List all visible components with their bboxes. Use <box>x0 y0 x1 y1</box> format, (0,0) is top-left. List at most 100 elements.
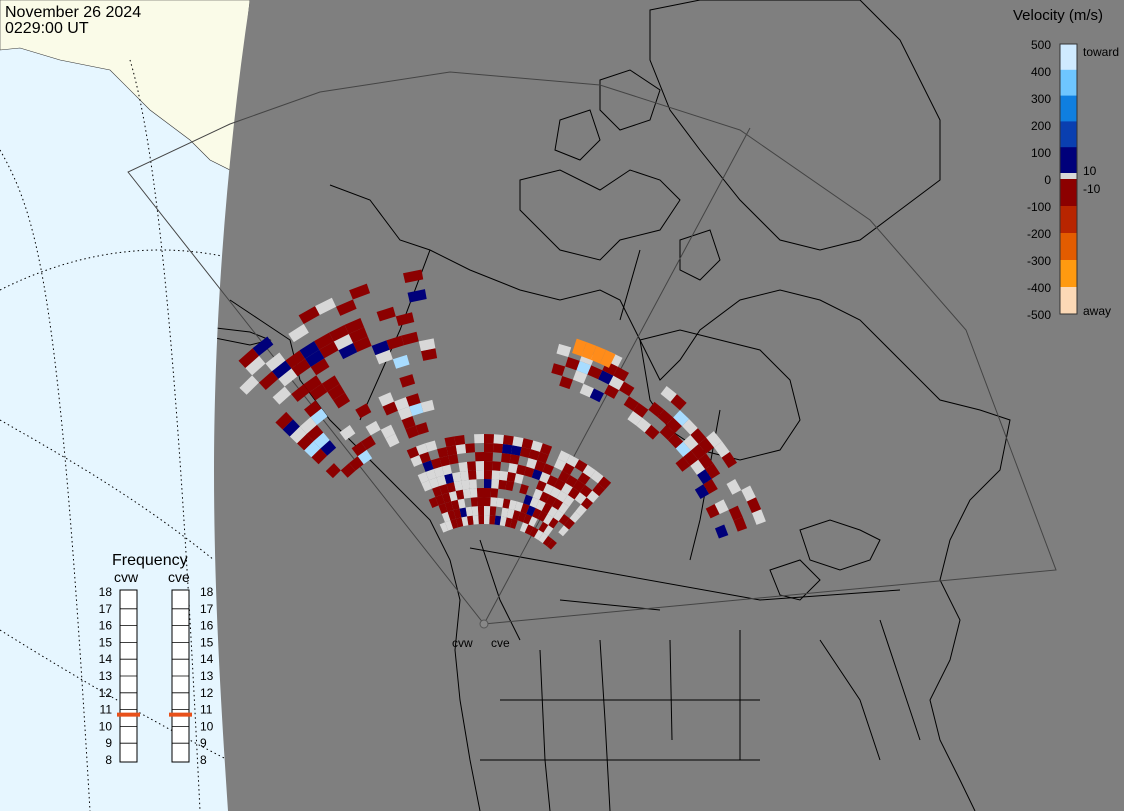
scatter-cell <box>563 518 576 530</box>
scatter-cell <box>546 539 557 550</box>
scatter-cell <box>657 409 674 425</box>
scatter-cell <box>590 470 604 484</box>
scatter-cell <box>313 432 330 449</box>
scatter-cell <box>339 425 356 441</box>
scatter-cell <box>587 365 603 380</box>
frequency-scale-label-left: 16 <box>99 619 113 633</box>
scatter-cell <box>365 420 381 436</box>
scatter-cell <box>258 371 279 390</box>
scatter-cell <box>534 460 546 472</box>
scatter-cell <box>348 327 368 344</box>
scatter-cell <box>543 525 554 536</box>
scatter-cell <box>484 461 493 471</box>
frequency-scale-label-left: 14 <box>99 652 113 666</box>
scatter-cell <box>475 461 484 471</box>
scatter-cell <box>491 479 500 489</box>
scatter-cell <box>516 464 527 476</box>
scatter-cell <box>530 440 543 452</box>
scatter-cell <box>579 383 594 398</box>
colorbar-swatch <box>1060 173 1077 179</box>
scatter-cell <box>721 451 738 469</box>
scatter-cell <box>451 499 460 511</box>
scatter-cell <box>304 400 322 418</box>
scatter-cell <box>275 411 294 430</box>
scatter-cell <box>466 461 476 471</box>
scatter-cell <box>590 345 607 364</box>
frequency-scale-label-right: 11 <box>200 703 213 717</box>
scatter-cell <box>565 356 580 371</box>
scatter-cell <box>375 349 393 365</box>
colorbar-swatch <box>1060 121 1077 148</box>
scatter-cell <box>450 518 459 529</box>
scatter-cell <box>694 484 710 499</box>
scatter-cell <box>425 468 437 481</box>
scatter-cell <box>484 434 494 444</box>
frequency-radar-cve: cve <box>168 569 190 585</box>
scatter-cell <box>399 374 416 388</box>
scatter-cell <box>714 441 730 458</box>
scatter-cell <box>537 451 549 464</box>
frequency-scale-label-left: 15 <box>99 635 113 649</box>
scatter-cell <box>310 408 328 425</box>
scatter-cell <box>403 269 424 283</box>
scatter-cell <box>484 443 494 453</box>
velocity-colorbar: Velocity (m/s) 500 400 300 200 100 0 -100 -200 -… <box>1013 7 1119 322</box>
scatter-cell <box>462 488 471 499</box>
scatter-cell <box>303 375 322 393</box>
scatter-cell <box>289 426 307 444</box>
scatter-cell <box>526 505 536 517</box>
scatter-cell <box>428 497 439 508</box>
scatter-cell <box>728 505 743 521</box>
scatter-cell <box>559 376 573 390</box>
scatter-cell <box>304 441 321 458</box>
scatter-cell <box>520 503 530 514</box>
scatter-cell <box>505 480 515 491</box>
scatter-cell <box>542 483 554 495</box>
scatter-cell <box>613 366 629 382</box>
scatter-cell <box>415 422 429 435</box>
colorbar-swatch <box>1060 69 1077 97</box>
scatter-cell <box>558 470 570 483</box>
scatter-cell <box>608 375 624 391</box>
scatter-cell <box>538 521 549 533</box>
scatter-cell <box>551 363 566 377</box>
scatter-cell <box>321 375 340 392</box>
scatter-cell <box>498 479 507 490</box>
scatter-cell <box>239 375 259 395</box>
scatter-cell <box>683 450 699 466</box>
scatter-cell <box>597 476 612 490</box>
scatter-cell <box>461 516 469 527</box>
scatter-cell <box>521 438 534 450</box>
scatter-cell <box>512 436 524 447</box>
scatter-cell <box>556 343 572 357</box>
scatter-cell <box>418 338 436 352</box>
scatter-cell <box>636 417 652 433</box>
scatter-cell <box>509 454 520 465</box>
scatter-cell <box>501 443 513 455</box>
frequency-scale-label-left: 8 <box>105 753 112 767</box>
scatter-cell <box>444 436 456 447</box>
colorbar-title: Velocity (m/s) <box>1013 7 1103 24</box>
scatter-cell <box>681 418 698 435</box>
scatter-cell <box>433 466 445 478</box>
scatter-cell <box>333 392 351 409</box>
scatter-cell <box>714 524 729 539</box>
scatter-cell <box>420 399 435 413</box>
scatter-cell <box>285 350 306 369</box>
colorbar-tick-label: -400 <box>1027 281 1051 295</box>
scatter-cell <box>465 506 473 517</box>
scatter-cell <box>448 490 458 502</box>
scatter-cell <box>472 515 479 525</box>
scatter-cell <box>349 283 371 300</box>
scatter-cell <box>474 452 484 462</box>
scatter-cell <box>499 470 509 481</box>
scatter-cell <box>543 514 554 526</box>
scatter-cell <box>548 517 559 529</box>
scatter-cell <box>271 360 292 379</box>
scatter-cell <box>514 501 524 512</box>
scatter-cell <box>558 502 570 514</box>
frequency-scale-label-left: 17 <box>99 602 113 616</box>
scatter-cell <box>299 417 317 434</box>
colorbar-tick-label: 100 <box>1031 146 1051 160</box>
scatter-cell <box>484 470 493 480</box>
